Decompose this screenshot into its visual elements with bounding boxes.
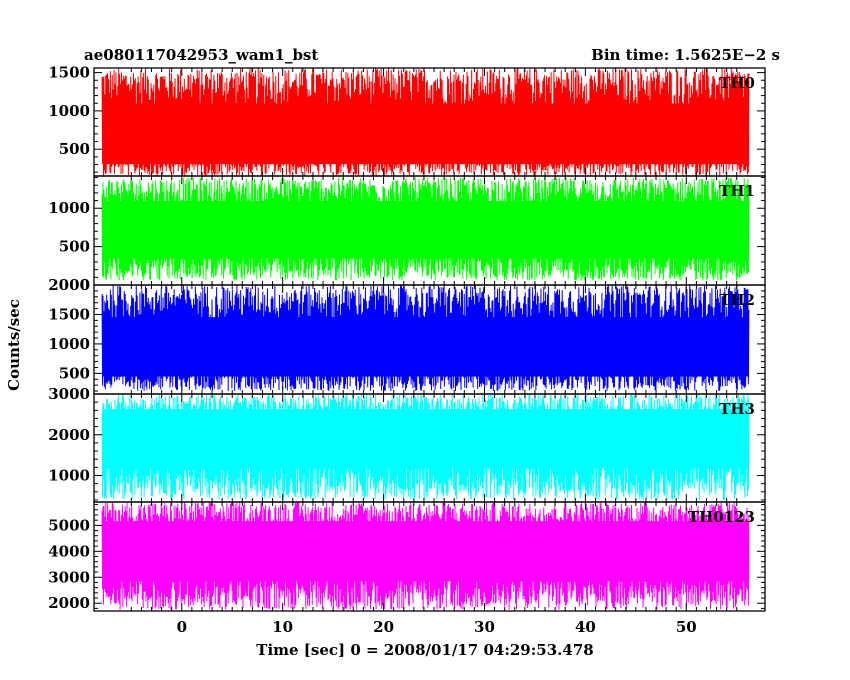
panel-label-th2: TH2 [719,291,755,309]
panel-th3: 1000 2000 3000 TH3 [48,385,766,503]
panel-th0123: 2000 3000 4000 5000 TH0123 [48,501,766,612]
y-tick-label: 1000 [48,102,90,120]
y-tick-label: 2000 [48,594,90,612]
series-line-th3 [101,394,750,500]
x-axis-label: Time [sec] 0 = 2008/01/17 04:29:53.478 [256,641,593,659]
y-tick-label: 2000 [48,426,90,444]
y-axis-label: Counts/sec [5,299,23,391]
bin-time-label: Bin time: 1.5625E−2 s [591,46,780,64]
x-axis: 0 10 20 30 40 50 [177,618,697,636]
panel-th2: 500 1000 1500 2000 TH2 [48,276,766,395]
panel-label-th1: TH1 [719,182,755,200]
x-tick-label: 20 [373,618,394,636]
y-tick-label: 0 [80,276,90,294]
y-tick-label: 1000 [48,467,90,485]
y-tick-label: 1000 [48,335,90,353]
chart-title: ae080117042953_wam1_bst [84,46,318,64]
x-tick-label: 0 [177,618,187,636]
x-tick-label: 50 [676,618,697,636]
panel-label-th0: TH0 [719,74,755,92]
panel-label-th0123: TH0123 [688,508,755,526]
series-line-th2 [101,285,750,392]
y-tick-label: 1500 [48,64,90,82]
panels-group: 500 1000 1500 TH0 0 500 1000 TH1 500 1000 1500 2000… [48,64,766,612]
series-line-th1 [101,177,750,281]
y-tick-label: 4000 [48,542,90,560]
x-tick-label: 10 [272,618,293,636]
y-tick-label: 1500 [48,305,90,323]
y-tick-label: 500 [59,140,90,158]
y-tick-label: 3000 [48,568,90,586]
panel-th1: 0 500 1000 TH1 [48,175,766,294]
x-tick-label: 30 [474,618,495,636]
panel-th0: 500 1000 1500 TH0 [48,64,766,177]
y-tick-label: 500 [59,364,90,382]
y-tick-label: 5000 [48,516,90,534]
y-tick-label: 3000 [48,385,90,403]
series-line-th0 [101,68,750,176]
panel-label-th3: TH3 [719,400,755,418]
series-line-th0123 [101,502,750,610]
y-tick-label: 1000 [48,199,90,217]
y-tick-label: 500 [59,238,90,256]
x-tick-label: 40 [575,618,596,636]
y-tick-label: 2000 [48,276,90,294]
